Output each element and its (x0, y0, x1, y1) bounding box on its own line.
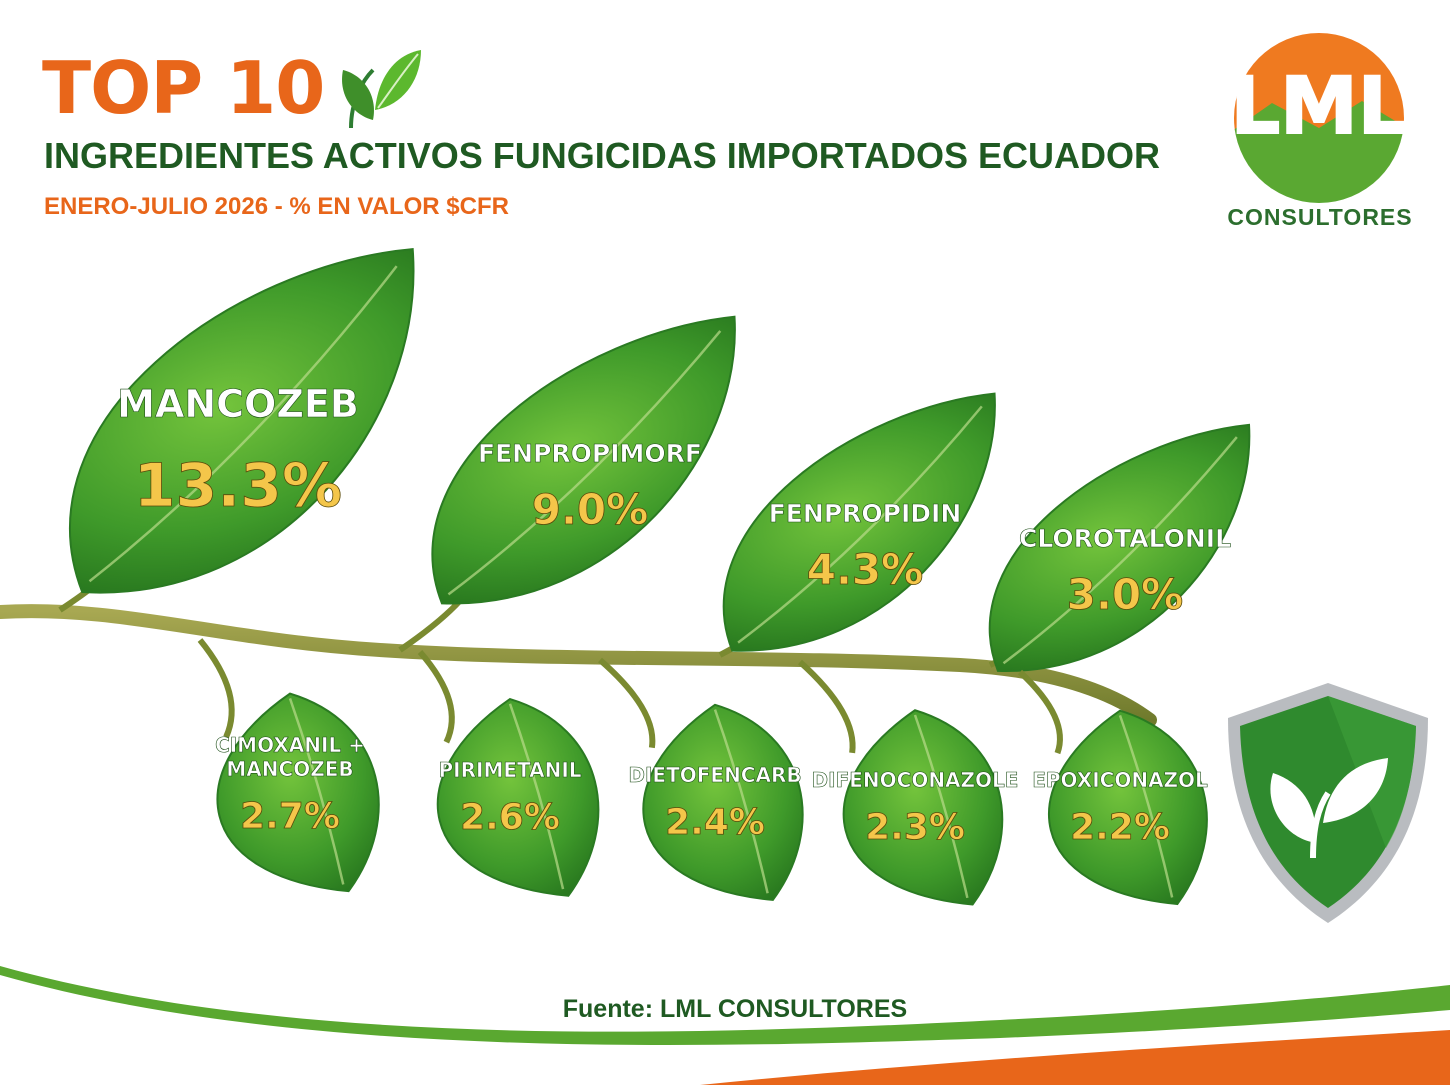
leaf-midrib (913, 714, 969, 899)
leaf-pirimetanil: PIRIMETANIL 2.6% (417, 650, 600, 897)
value-label: 2.2% (1070, 807, 1170, 848)
leaf-blade (436, 697, 600, 897)
leaf-stem (197, 638, 235, 739)
chart-subtitle: ENERO-JULIO 2026 - % EN VALOR $CFR (44, 193, 509, 220)
leaf-stem (797, 659, 856, 754)
category-label: FENPROPIDIN (769, 499, 962, 528)
lml-logo: LML (1232, 33, 1407, 203)
shield-leaf-icon (1228, 683, 1428, 923)
category-label: EPOXICONAZOL (1032, 768, 1208, 792)
logo-letters: LML (1232, 62, 1407, 152)
title-top: TOP 10 (42, 46, 325, 130)
leaf-stem (1017, 669, 1063, 755)
value-label: 9.0% (532, 485, 648, 534)
value-label: 13.3% (134, 451, 342, 521)
leaf-blade (1048, 709, 1208, 906)
leaf-midrib (288, 698, 345, 885)
value-label: 2.3% (865, 807, 965, 848)
leaf-midrib (737, 405, 983, 644)
category-label: DIFENOCONAZOLE (812, 768, 1019, 792)
leaf-clorotalonil: CLOROTALONIL 3.0% (988, 423, 1251, 672)
category-label: PIRIMETANIL (439, 758, 582, 782)
leaf-epoxiconazol: EPOXICONAZOL 2.2% (1017, 669, 1208, 906)
category-label: MANCOZEB (226, 757, 353, 781)
category-label: FENPROPIMORF (478, 439, 702, 468)
leaf-blade (722, 392, 996, 652)
leaf-fenpropidin: FENPROPIDIN 4.3% (718, 392, 996, 658)
leaf-blade (842, 709, 1004, 906)
leaf-blade (988, 423, 1251, 672)
leaf-midrib (713, 709, 769, 894)
leaf-stem (417, 650, 455, 744)
leaf-mancozeb: MANCOZEB 13.3% (58, 248, 415, 613)
category-label: MANCOZEB (117, 382, 359, 426)
value-label: 4.3% (807, 545, 923, 594)
leaf-midrib (508, 703, 565, 890)
leaf-cimoxanil-mancozeb: CIMOXANIL +MANCOZEB 2.7% (197, 638, 380, 893)
category-label: CLOROTALONIL (1019, 524, 1231, 553)
leaf-stem (598, 657, 656, 749)
source-text: Fuente: LML CONSULTORES (562, 995, 908, 1023)
branch (0, 604, 1157, 727)
category-label: CIMOXANIL + (215, 733, 365, 757)
leaf-midrib (1002, 436, 1238, 665)
sprout-icon (342, 50, 421, 129)
leaf-blade (431, 315, 736, 605)
category-label: DIETOFENCARB (628, 763, 801, 787)
value-label: 2.4% (665, 802, 765, 843)
leaf-fenpropimorf: FENPROPIMORF 9.0% (398, 315, 736, 653)
chart-title: INGREDIENTES ACTIVOS FUNGICIDAS IMPORTAD… (44, 135, 1161, 176)
leaf-midrib (447, 330, 722, 596)
leaf-difenoconazole: DIFENOCONAZOLE 2.3% (797, 659, 1019, 906)
leaf-blade (216, 692, 380, 893)
value-label: 2.6% (460, 797, 560, 838)
logo-caption: CONSULTORES (1227, 204, 1413, 230)
leaf-midrib (88, 265, 398, 583)
leaf-midrib (1118, 714, 1174, 898)
value-label: 3.0% (1067, 570, 1183, 619)
leaf-dietofencarb: DIETOFENCARB 2.4% (598, 657, 804, 901)
leaf-blade (642, 703, 804, 901)
value-label: 2.7% (240, 796, 340, 837)
leaf-blade (69, 248, 415, 594)
